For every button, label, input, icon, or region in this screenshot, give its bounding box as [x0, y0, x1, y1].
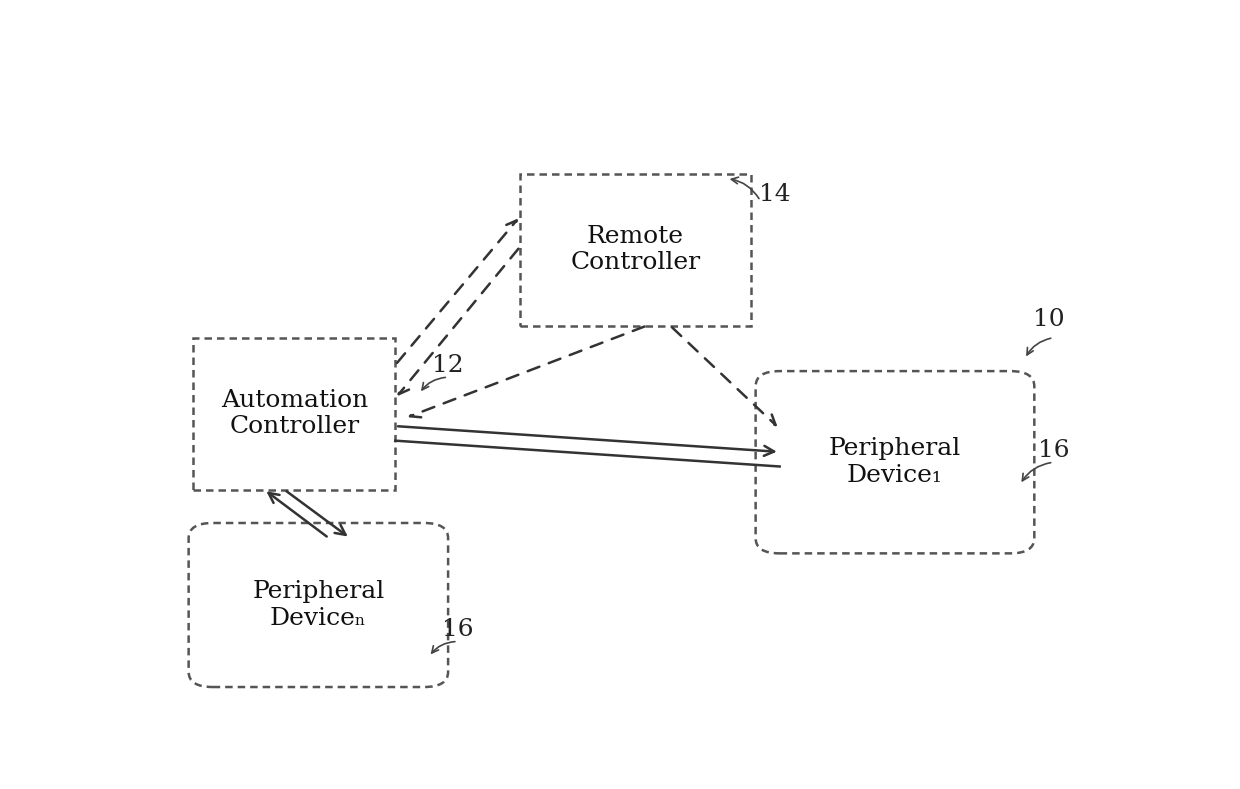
- Text: 12: 12: [433, 353, 464, 376]
- Text: Automation
Controller: Automation Controller: [221, 389, 368, 439]
- Text: 14: 14: [759, 183, 791, 207]
- FancyBboxPatch shape: [188, 523, 448, 687]
- Text: 16: 16: [441, 618, 474, 641]
- Bar: [193, 338, 396, 489]
- Bar: [521, 174, 751, 326]
- Text: Remote
Controller: Remote Controller: [570, 225, 701, 275]
- FancyBboxPatch shape: [755, 371, 1034, 553]
- Text: Peripheral
Device₁: Peripheral Device₁: [828, 437, 961, 487]
- Text: Peripheral
Deviceₙ: Peripheral Deviceₙ: [252, 580, 384, 630]
- Text: 16: 16: [1038, 439, 1069, 462]
- Text: 10: 10: [1033, 308, 1065, 331]
